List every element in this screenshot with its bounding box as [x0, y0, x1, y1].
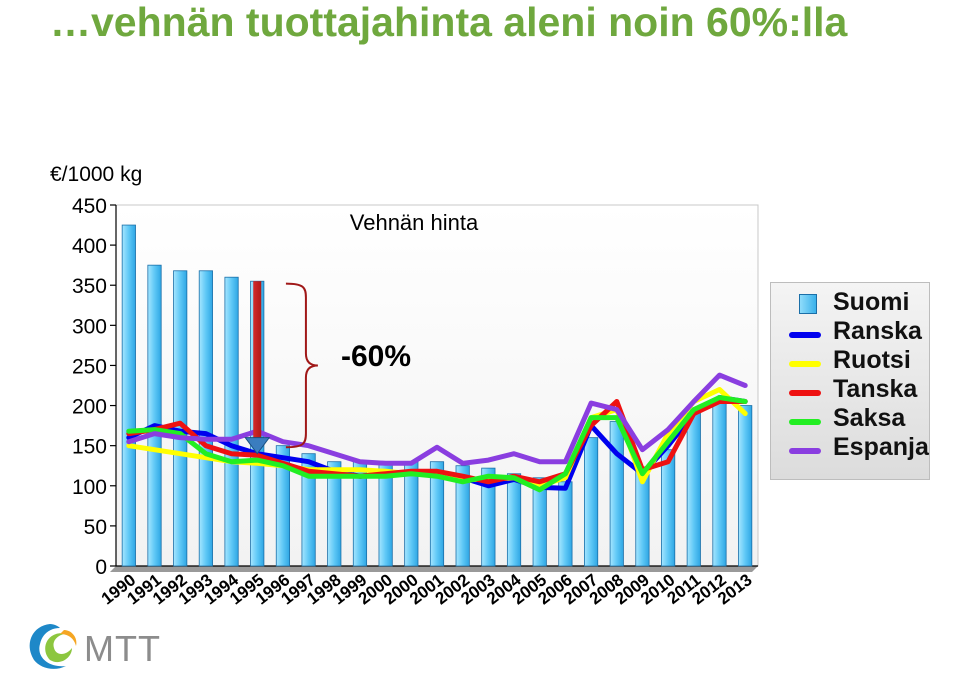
bar-suomi: [661, 449, 676, 567]
bar-suomi: [404, 461, 419, 567]
bar-suomi: [481, 467, 496, 567]
page-title: …vehnän tuottajahinta aleni noin 60%:lla: [50, 0, 848, 45]
bar-suomi: [558, 481, 573, 567]
legend-label: Ruotsi: [833, 346, 911, 374]
bar-suomi: [327, 461, 342, 567]
y-tick-label: 350: [72, 275, 107, 298]
drop-arrow-shaft: [253, 281, 262, 438]
legend-item-saksa: Saksa: [781, 404, 931, 435]
legend-item-suomi: Suomi: [781, 288, 931, 319]
bar-suomi: [173, 270, 188, 567]
legend-label: Tanska: [833, 375, 918, 403]
bar-suomi: [738, 405, 753, 567]
bar-suomi: [301, 453, 316, 567]
legend-swatch: [789, 361, 821, 367]
mtt-logo: [29, 624, 77, 669]
y-tick-label: 300: [72, 315, 107, 338]
y-tick-label: 200: [72, 396, 107, 419]
y-tick-label: 150: [72, 436, 107, 459]
y-tick-label: 250: [72, 355, 107, 378]
y-tick-label: 0: [95, 556, 107, 579]
legend-swatch: [789, 390, 821, 396]
bar-suomi: [686, 409, 701, 567]
bar-suomi: [224, 276, 239, 567]
drop-annotation: -60%: [341, 340, 411, 373]
bracket: [285, 282, 318, 449]
logo-text: MTT: [84, 628, 161, 669]
legend-item-tanska: Tanska: [781, 375, 931, 406]
legend-swatch: [789, 332, 821, 338]
bar-suomi: [429, 461, 445, 567]
bar-suomi: [198, 270, 213, 567]
bar-suomi: [532, 477, 547, 567]
y-tick-label: 50: [84, 516, 107, 539]
legend-swatch: [789, 419, 821, 425]
line-espanja: [126, 372, 748, 466]
drop-arrow-head: [244, 437, 271, 455]
bar-suomi: [609, 421, 624, 567]
y-tick-label: 100: [72, 476, 107, 499]
legend-item-espanja: Espanja: [781, 433, 931, 464]
legend-label: Espanja: [833, 433, 929, 461]
bar-suomi: [712, 401, 727, 567]
y-tick-label: 450: [72, 195, 107, 218]
bar-suomi: [121, 224, 136, 567]
legend-label: Suomi: [833, 288, 910, 316]
line-saksa: [126, 395, 748, 493]
plot-floor: [110, 566, 758, 572]
bar-suomi: [275, 445, 290, 567]
y-axis-unit-label: €/1000 kg: [50, 163, 143, 186]
legend-item-ruotsi: Ruotsi: [781, 346, 931, 377]
legend-swatch: [789, 448, 821, 454]
y-tick-label: 400: [72, 235, 107, 258]
chart-title: Vehnän hinta: [350, 210, 479, 235]
bar-suomi: [584, 437, 599, 567]
legend-swatch: [799, 294, 817, 314]
legend-label: Saksa: [833, 404, 906, 432]
bar-suomi: [147, 264, 162, 567]
chart-legend: Suomi Ranska Ruotsi Tanska Saksa Espanja: [770, 282, 930, 480]
bar-suomi: [506, 473, 522, 567]
legend-item-ranska: Ranska: [781, 317, 931, 348]
legend-label: Ranska: [833, 317, 922, 345]
